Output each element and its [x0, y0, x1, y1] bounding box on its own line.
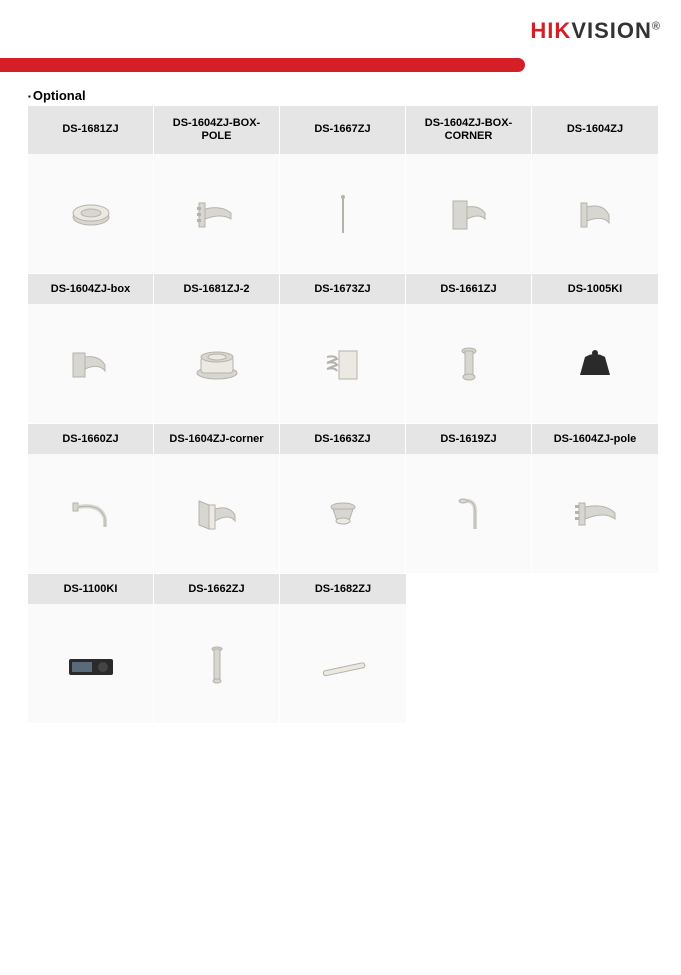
product-header: DS-1604ZJ-pole: [532, 424, 658, 454]
pendant-tube-icon: [187, 639, 247, 689]
product-header: DS-1682ZJ: [280, 574, 406, 604]
logo-reg: ®: [652, 21, 661, 33]
keyboard-dark-icon: [61, 639, 121, 689]
product-header: DS-1604ZJ: [532, 106, 658, 154]
pendant-short-icon: [439, 339, 499, 389]
header-red-bar: [0, 58, 525, 72]
product-header: DS-1604ZJ-BOX-POLE: [154, 106, 280, 154]
product-grid: DS-1681ZJDS-1604ZJ-BOX-POLEDS-1667ZJDS-1…: [28, 106, 658, 724]
product-header: DS-1663ZJ: [280, 424, 406, 454]
product-image-cell: [154, 154, 280, 274]
product-image-cell: [532, 454, 658, 574]
product-header: DS-1662ZJ: [154, 574, 280, 604]
product-header: DS-1681ZJ-2: [154, 274, 280, 304]
product-header: DS-1681ZJ: [28, 106, 154, 154]
product-image-cell: [280, 604, 406, 724]
thin-pole-icon: [313, 189, 373, 239]
product-image-cell: [28, 304, 154, 424]
pole-bracket-icon: [187, 189, 247, 239]
product-image-cell: [280, 154, 406, 274]
product-image-cell: [406, 154, 532, 274]
product-image-cell: [280, 304, 406, 424]
product-header: DS-1604ZJ-box: [28, 274, 154, 304]
gooseneck-icon: [61, 489, 121, 539]
ceiling-adapter-icon: [313, 489, 373, 539]
product-image-cell: [154, 454, 280, 574]
brand-logo: HIKVISION®: [530, 18, 661, 44]
product-header: DS-1005KI: [532, 274, 658, 304]
product-header: DS-1604ZJ-BOX-CORNER: [406, 106, 532, 154]
product-image-cell: [406, 304, 532, 424]
product-image-cell: [28, 454, 154, 574]
joystick-dark-icon: [565, 339, 625, 389]
pole-arm-icon: [565, 489, 625, 539]
product-header: DS-1660ZJ: [28, 424, 154, 454]
section-title: Optional: [28, 88, 86, 103]
product-image-cell: [154, 604, 280, 724]
product-image-cell: [280, 454, 406, 574]
product-image-cell: [532, 154, 658, 274]
logo-part2: VISION: [571, 18, 652, 43]
swan-neck-icon: [439, 489, 499, 539]
adapter-ring-icon: [187, 339, 247, 389]
product-header: DS-1667ZJ: [280, 106, 406, 154]
wall-arm-icon: [565, 189, 625, 239]
corner-box-icon: [439, 189, 499, 239]
product-header: DS-1604ZJ-corner: [154, 424, 280, 454]
product-image-cell: [406, 454, 532, 574]
product-image-cell: [532, 304, 658, 424]
box-arm-icon: [61, 339, 121, 389]
corner-arm-icon: [187, 489, 247, 539]
product-image-cell: [28, 154, 154, 274]
product-header: DS-1100KI: [28, 574, 154, 604]
logo-part1: HIK: [530, 18, 571, 43]
product-header: DS-1619ZJ: [406, 424, 532, 454]
mount-ring-icon: [61, 189, 121, 239]
long-tube-icon: [313, 639, 373, 689]
product-image-cell: [154, 304, 280, 424]
product-header: DS-1673ZJ: [280, 274, 406, 304]
spring-plate-icon: [313, 339, 373, 389]
product-header: DS-1661ZJ: [406, 274, 532, 304]
product-image-cell: [28, 604, 154, 724]
